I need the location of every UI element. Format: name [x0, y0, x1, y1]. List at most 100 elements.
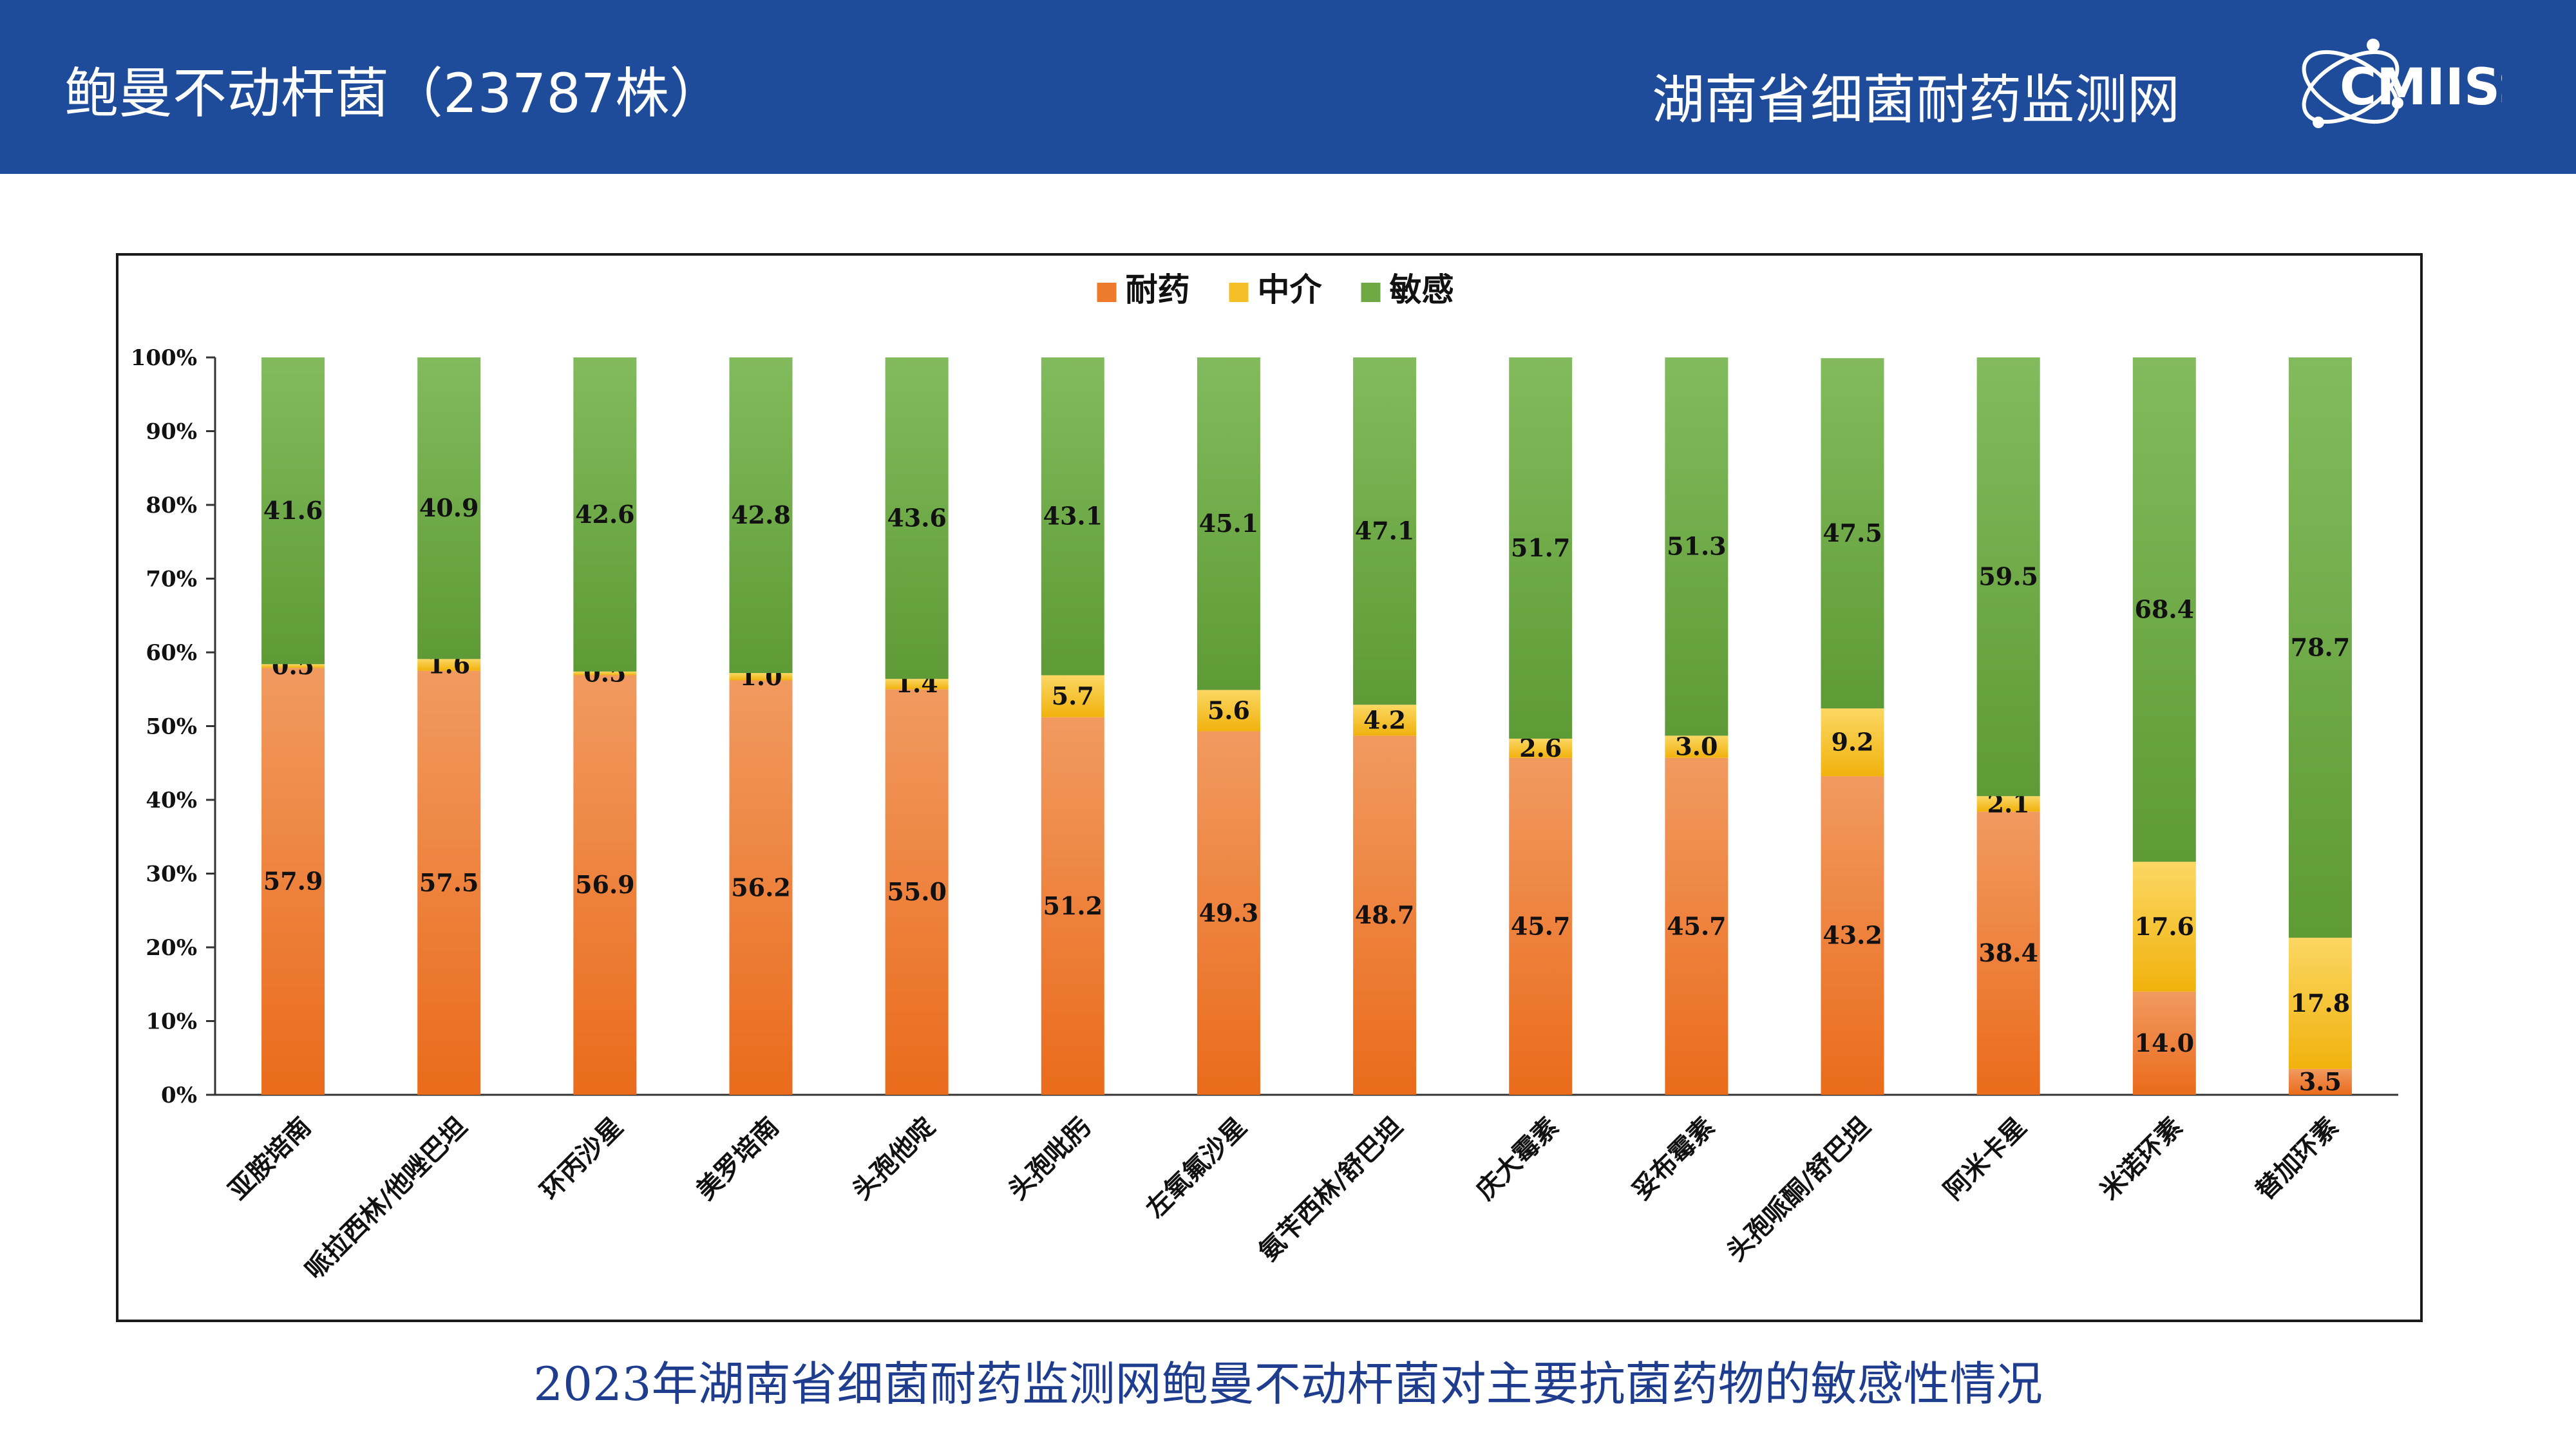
- data-label-susceptible: 47.1: [1355, 516, 1415, 545]
- bar-resistant: [1197, 731, 1260, 1095]
- bar-susceptible: [1353, 357, 1417, 705]
- bar-susceptible: [2288, 357, 2352, 938]
- organization-name: 湖南省细菌耐药监测网: [1652, 70, 2181, 131]
- bar-resistant: [729, 680, 793, 1095]
- x-category-label: 庆大霉素: [1470, 1112, 1564, 1206]
- bar-susceptible: [1821, 358, 1884, 709]
- x-category-label: 米诺环素: [2094, 1112, 2188, 1206]
- bar-resistant: [2288, 1068, 2352, 1095]
- data-label-resistant: 51.2: [1043, 891, 1103, 920]
- data-label-resistant: 49.3: [1199, 898, 1259, 927]
- bar-intermediate: [573, 671, 637, 676]
- data-label-resistant: 56.2: [731, 873, 791, 902]
- data-label-susceptible: 51.3: [1667, 532, 1727, 561]
- bar-susceptible: [261, 357, 325, 665]
- bar-resistant: [1665, 757, 1728, 1095]
- x-category-label: 哌拉西林/他唑巴坦: [299, 1112, 473, 1285]
- x-category-label: 美罗培南: [690, 1112, 784, 1206]
- legend-swatch-susceptible: [1361, 283, 1381, 302]
- y-tick-label: 20%: [146, 935, 197, 961]
- data-label-susceptible: 40.9: [419, 493, 479, 522]
- legend-label-resistant: 耐药: [1126, 270, 1190, 308]
- bar-resistant: [1821, 776, 1884, 1095]
- bar-resistant: [261, 668, 325, 1095]
- data-label-susceptible: 42.8: [731, 500, 791, 529]
- data-label-susceptible: 43.6: [887, 504, 947, 533]
- x-category-label: 亚胺培南: [223, 1112, 317, 1206]
- y-tick-label: 60%: [146, 640, 197, 666]
- x-category-label: 左氧氟沙星: [1140, 1112, 1253, 1224]
- y-tick-label: 0%: [161, 1083, 197, 1108]
- data-label-resistant: 57.9: [263, 867, 323, 896]
- data-label-intermediate: 9.2: [1831, 728, 1873, 757]
- bar-susceptible: [417, 357, 481, 659]
- bar-intermediate: [261, 664, 325, 668]
- bar-intermediate: [1353, 705, 1417, 736]
- bar-resistant: [885, 689, 949, 1095]
- stacked-bar-chart: 0%10%20%30%40%50%60%70%80%90%100%57.90.5…: [131, 270, 2398, 1285]
- header-bar: 鲍曼不动杆菌（23787株） 湖南省细菌耐药监测网 CMIISS: [0, 0, 2576, 174]
- bar-intermediate: [2132, 862, 2196, 992]
- data-label-susceptible: 47.5: [1823, 518, 1882, 547]
- data-label-susceptible: 59.5: [1978, 562, 2038, 591]
- x-category-label: 环丙沙星: [535, 1112, 629, 1206]
- bar-intermediate: [729, 673, 793, 681]
- page-title: 鲍曼不动杆菌（23787株）: [64, 62, 724, 125]
- bar-intermediate: [2288, 938, 2352, 1069]
- x-category-label: 头孢他啶: [846, 1112, 940, 1206]
- bar-intermediate: [1821, 708, 1884, 777]
- legend-swatch-resistant: [1097, 283, 1117, 302]
- data-label-susceptible: 43.1: [1043, 502, 1103, 531]
- data-label-susceptible: 51.7: [1511, 533, 1571, 562]
- bar-susceptible: [729, 357, 793, 674]
- bar-resistant: [1976, 811, 2040, 1095]
- data-label-resistant: 45.7: [1511, 911, 1571, 940]
- data-label-susceptible: 42.6: [575, 500, 635, 529]
- legend-swatch-intermediate: [1229, 283, 1249, 302]
- bar-susceptible: [1509, 357, 1573, 739]
- data-label-resistant: 43.2: [1823, 921, 1882, 950]
- bar-resistant: [1353, 735, 1417, 1095]
- data-label-resistant: 38.4: [1978, 938, 2038, 967]
- bar-susceptible: [1197, 357, 1260, 690]
- bar-resistant: [1041, 717, 1104, 1095]
- data-label-susceptible: 78.7: [2291, 633, 2351, 662]
- bar-susceptible: [1665, 357, 1728, 736]
- data-label-susceptible: 68.4: [2135, 595, 2195, 624]
- bar-susceptible: [573, 357, 637, 672]
- y-tick-label: 90%: [146, 419, 197, 445]
- bar-intermediate: [1041, 675, 1104, 717]
- legend-label-susceptible: 敏感: [1390, 270, 1454, 308]
- data-label-intermediate: 17.6: [2135, 912, 2195, 941]
- legend-label-intermediate: 中介: [1258, 270, 1323, 308]
- bar-susceptible: [885, 357, 949, 679]
- bar-intermediate: [1665, 735, 1728, 758]
- x-category-label: 妥布霉素: [1626, 1112, 1720, 1206]
- x-category-label: 头孢吡肟: [1002, 1112, 1096, 1206]
- y-tick-label: 50%: [146, 714, 197, 740]
- y-tick-label: 70%: [146, 567, 197, 592]
- bar-intermediate: [1197, 690, 1260, 732]
- x-category-label: 替加环素: [2250, 1112, 2344, 1206]
- y-tick-label: 10%: [146, 1009, 197, 1035]
- chart-frame: 0% 10% 20% 30% 40% 50% 60% 70% 80% 90% 100% 57.9 0.5…: [116, 253, 2423, 1322]
- y-tick-label: 40%: [146, 788, 197, 813]
- x-category-label: 阿米卡星: [1938, 1112, 2032, 1206]
- data-label-resistant: 3.5: [2299, 1067, 2342, 1096]
- bar-susceptible: [1976, 357, 2040, 797]
- bar-intermediate: [1509, 738, 1573, 758]
- data-label-intermediate: 3.0: [1675, 732, 1718, 761]
- bar-resistant: [417, 670, 481, 1095]
- data-label-resistant: 14.0: [2135, 1028, 2195, 1057]
- x-category-label: 头孢哌酮/舒巴坦: [1721, 1112, 1877, 1267]
- chart-caption: 2023年湖南省细菌耐药监测网鲍曼不动杆菌对主要抗菌药物的敏感性情况: [533, 1357, 2043, 1411]
- bar-resistant: [2132, 991, 2196, 1095]
- data-label-resistant: 48.7: [1355, 900, 1415, 929]
- data-label-resistant: 56.9: [575, 870, 635, 899]
- y-tick-label: 80%: [146, 493, 197, 518]
- svg-text:CMIISS: CMIISS: [2340, 59, 2502, 117]
- bar-intermediate: [417, 659, 481, 671]
- bar-intermediate: [885, 679, 949, 690]
- y-tick-label: 30%: [146, 862, 197, 887]
- bar-intermediate: [1976, 796, 2040, 812]
